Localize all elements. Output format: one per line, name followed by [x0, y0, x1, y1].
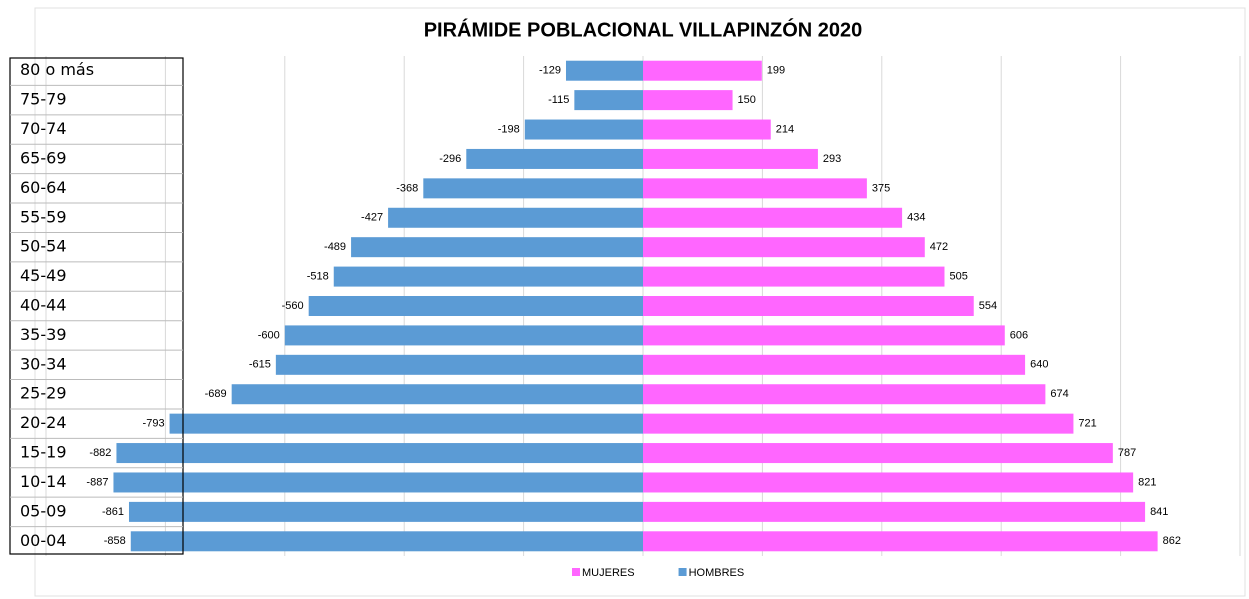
bar: [643, 325, 1005, 346]
legend-swatch: [572, 568, 580, 576]
y-tick-label: 35-39: [20, 325, 67, 344]
y-tick-label: 40-44: [20, 296, 67, 315]
y-tick-label: 15-19: [20, 443, 67, 462]
y-tick-label: 65-69: [20, 148, 67, 167]
y-tick-label: 45-49: [20, 266, 67, 285]
value-label: 787: [1118, 447, 1136, 459]
value-label: -882: [89, 447, 111, 459]
y-tick-label: 50-54: [20, 237, 67, 256]
value-label: -129: [539, 65, 561, 77]
value-label: 606: [1010, 329, 1028, 341]
value-label: 862: [1163, 535, 1181, 547]
bar: [388, 207, 643, 228]
value-label: -887: [86, 476, 108, 488]
y-tick-label: 60-64: [20, 178, 67, 197]
bar: [643, 501, 1146, 522]
bar: [643, 443, 1113, 464]
y-tick-label: 30-34: [20, 354, 67, 373]
bar: [128, 501, 643, 522]
value-label: -427: [361, 212, 383, 224]
value-label: 505: [949, 270, 967, 282]
value-label: 434: [907, 212, 925, 224]
bar: [113, 472, 643, 493]
value-label: -560: [282, 300, 304, 312]
value-label: -198: [498, 123, 520, 135]
bar: [643, 119, 771, 140]
bar: [643, 354, 1026, 375]
category-box: [9, 57, 184, 555]
value-label: 721: [1078, 418, 1096, 430]
bar: [275, 354, 643, 375]
bar: [643, 90, 733, 111]
value-label: 150: [738, 94, 756, 106]
value-label: -858: [104, 535, 126, 547]
value-label: 674: [1050, 388, 1068, 400]
bar: [284, 325, 643, 346]
bar: [643, 266, 945, 287]
value-label: -368: [396, 182, 418, 194]
y-tick-label: 70-74: [20, 119, 67, 138]
y-tick-label: 05-09: [20, 501, 67, 520]
value-label: -689: [205, 388, 227, 400]
bar: [231, 384, 644, 405]
value-label: 640: [1030, 359, 1048, 371]
value-label: 554: [979, 300, 997, 312]
y-tick-label: 10-14: [20, 472, 67, 491]
bar: [333, 266, 643, 287]
chart-title: PIRÁMIDE POBLACIONAL VILLAPINZÓN 2020: [424, 17, 863, 41]
value-label: -861: [102, 506, 124, 518]
value-label: -600: [258, 329, 280, 341]
bar: [643, 207, 903, 228]
value-label: 375: [872, 182, 890, 194]
y-tick-label: 20-24: [20, 413, 67, 432]
y-tick-label: 55-59: [20, 207, 67, 226]
y-tick-label: 00-04: [20, 531, 67, 550]
legend-label: HOMBRES: [689, 567, 745, 579]
value-label: -793: [143, 418, 165, 430]
bar: [466, 148, 643, 169]
bar: [643, 60, 762, 81]
bar: [643, 237, 925, 258]
bar: [643, 384, 1046, 405]
bar: [308, 296, 643, 316]
value-label: 841: [1150, 506, 1168, 518]
value-label: 214: [776, 123, 794, 135]
y-tick-label: 25-29: [20, 384, 67, 403]
bar: [565, 60, 643, 81]
value-label: -296: [439, 153, 461, 165]
value-label: 199: [767, 65, 785, 77]
bar: [116, 443, 644, 464]
value-label: 821: [1138, 476, 1156, 488]
bar: [643, 178, 867, 199]
bar: [524, 119, 643, 140]
y-tick-label: 80 o más: [20, 60, 94, 79]
chart-frame: [34, 7, 1246, 597]
bar: [643, 472, 1134, 493]
value-label: -615: [249, 359, 271, 371]
bar: [574, 90, 643, 111]
value-label: 293: [823, 153, 841, 165]
bar: [169, 413, 644, 434]
legend-label: MUJERES: [582, 567, 635, 579]
bar: [643, 296, 974, 316]
bar: [423, 178, 643, 199]
value-label: 472: [930, 241, 948, 253]
y-tick-label: 75-79: [20, 90, 67, 109]
bar: [130, 531, 644, 552]
value-label: -489: [324, 241, 346, 253]
legend-swatch: [678, 568, 687, 576]
value-label: -518: [307, 270, 329, 282]
bar: [643, 413, 1074, 434]
bar: [643, 531, 1158, 552]
bar: [643, 148, 818, 169]
bar: [351, 237, 643, 258]
value-label: -115: [548, 94, 569, 106]
